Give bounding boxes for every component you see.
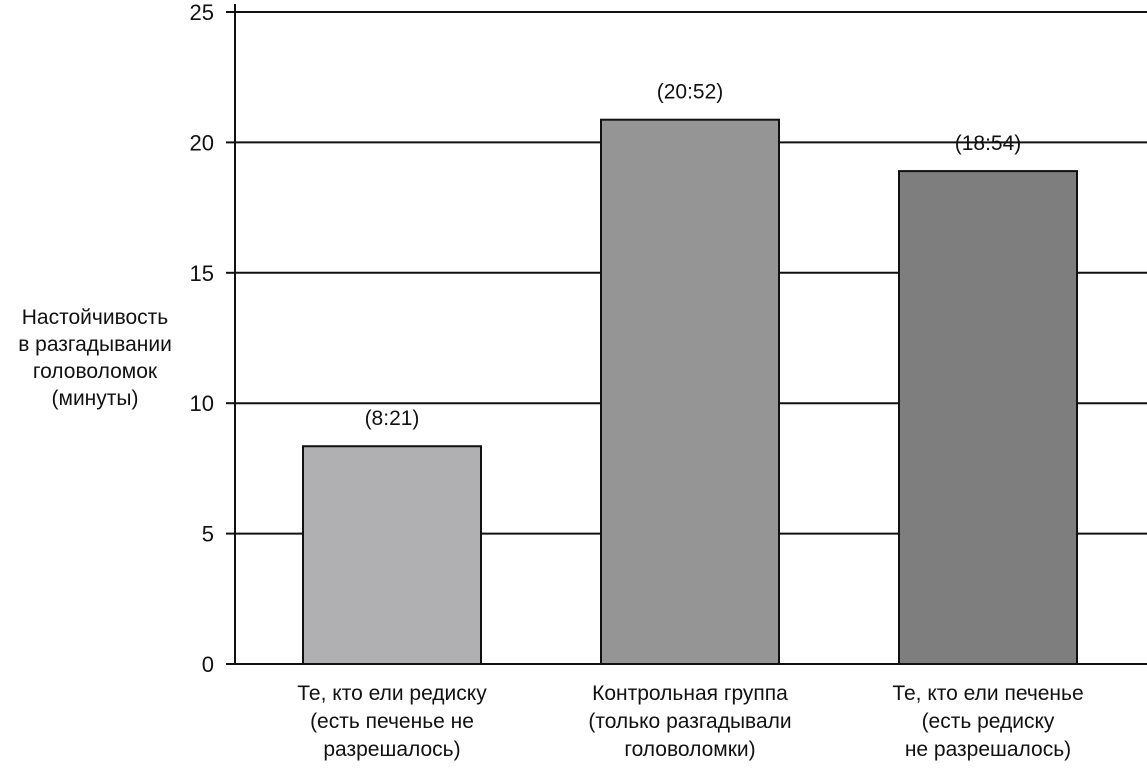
y-tick-label-10: 10 [190, 391, 214, 416]
y-tick-label-5: 5 [202, 522, 214, 547]
data-label-0: (8:21) [365, 407, 420, 430]
data-labels: (8:21) (20:52) (18:54) [365, 81, 1022, 431]
category-label-cookies: Те, кто ели печенье (есть редиску не раз… [892, 682, 1084, 761]
data-label-1: (20:52) [657, 81, 724, 104]
bar-1 [600, 118, 780, 666]
category-label-radish: Те, кто ели редиску (есть печенье не раз… [297, 682, 487, 761]
y-axis [226, 4, 236, 665]
bar-0 [302, 445, 482, 665]
y-tick-label-15: 15 [190, 261, 214, 286]
bars [302, 118, 1078, 666]
category-label-control: Контрольная группа (только разгадывали г… [588, 682, 792, 761]
y-tick-label-0: 0 [202, 652, 214, 677]
y-tick-label-20: 20 [190, 130, 214, 155]
data-label-2: (18:54) [955, 132, 1022, 155]
y-tick-labels: 0 5 10 15 20 25 [190, 0, 214, 677]
bar-2 [898, 170, 1078, 665]
y-axis-label: Настойчивость в разгадывании головоломок… [18, 306, 172, 410]
y-tick-label-25: 25 [190, 0, 214, 25]
